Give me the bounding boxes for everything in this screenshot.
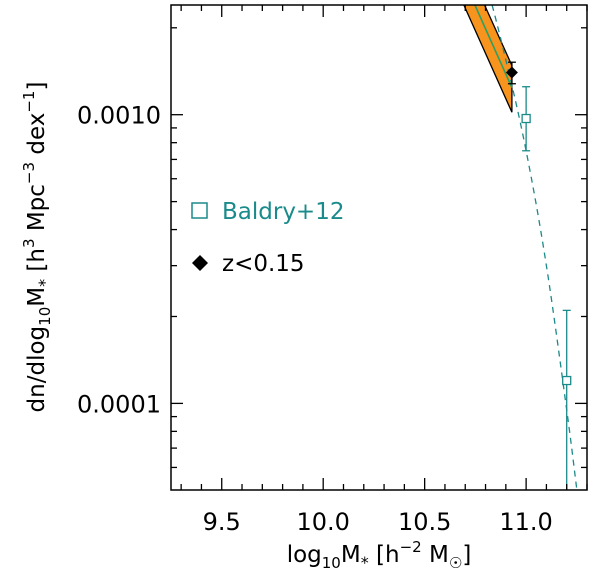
legend-label-baldry: Baldry+12: [222, 199, 344, 225]
baldry-points-group: [521, 86, 572, 490]
plot-frame: [170, 4, 588, 491]
baldry-point: [521, 86, 531, 152]
fit-band: [463, 5, 513, 113]
fit-band-group: [463, 5, 513, 113]
x-tick-label: 9.5: [203, 508, 241, 536]
baldry-marker: [562, 375, 572, 386]
legend-marker-baldry: [191, 202, 208, 219]
baldry-marker: [521, 113, 531, 124]
legend-label-z: z<0.15: [222, 251, 305, 277]
x-axis-ticks: 9.5 10.0 10.5 11.0: [180, 5, 588, 536]
y-tick-label: 0.0001: [77, 390, 161, 418]
legend-marker-z: [192, 255, 208, 271]
x-tick-label: 10.5: [398, 508, 451, 536]
z-point: [505, 61, 518, 85]
legend: Baldry+12 z<0.15: [191, 199, 344, 277]
y-tick-label: 0.0010: [77, 102, 161, 130]
x-tick-label: 10.0: [296, 508, 349, 536]
baldry-point: [562, 309, 572, 490]
dashed-curve-group: [491, 5, 578, 490]
dashed-curve: [491, 5, 578, 490]
x-tick-label: 11.0: [499, 508, 552, 536]
plot-area: [171, 5, 587, 490]
z-points-group: [505, 61, 518, 85]
z-marker: [505, 66, 518, 79]
y-axis-title: dn/dlog10M* [h3 Mpc−3 dex−1]: [20, 82, 54, 413]
x-axis-title: log10M* [h−2 M☉]: [287, 538, 472, 572]
